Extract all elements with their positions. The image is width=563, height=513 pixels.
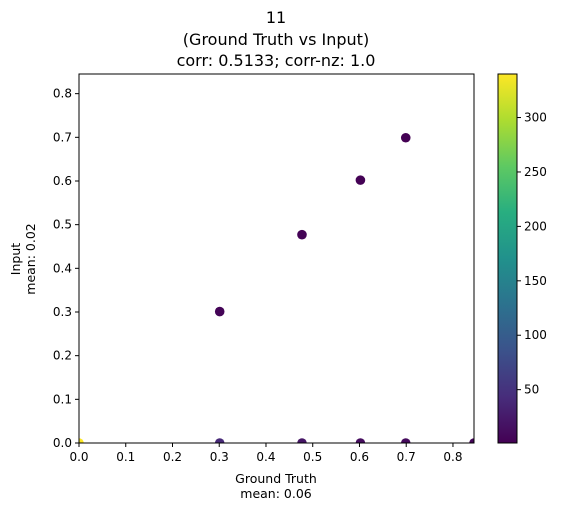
y-tick-label: 0.5 — [53, 218, 72, 232]
y-axis-label-line-2: mean: 0.02 — [23, 223, 38, 294]
title-line-2: (Ground Truth vs Input) — [183, 30, 369, 49]
colorbar-tick-label: 250 — [524, 165, 547, 179]
scatter-point — [297, 229, 307, 240]
x-axis-label-line-2: mean: 0.06 — [240, 486, 312, 501]
scatter-point — [355, 175, 366, 185]
chart-title: 11 (Ground Truth vs Input) corr: 0.5133;… — [177, 8, 376, 70]
x-tick-label: 0.8 — [443, 450, 462, 464]
scatter-point — [297, 438, 307, 443]
colorbar — [497, 73, 518, 444]
y-tick-label: 0.3 — [53, 305, 72, 319]
x-tick-label: 0.1 — [116, 450, 135, 464]
colorbar-tick-label: 50 — [524, 383, 539, 397]
y-axis-label: Input mean: 0.02 — [8, 223, 38, 294]
points-layer — [79, 132, 474, 443]
scatter-point — [355, 438, 366, 443]
colorbar-tick-label: 100 — [524, 328, 547, 342]
y-axis-label-line-1: Input — [8, 243, 23, 275]
y-axis: 0.0 0.1 0.2 0.3 0.4 0.5 0.6 0.7 0.8 — [53, 87, 79, 450]
x-tick-label: 0.3 — [210, 450, 229, 464]
title-line-1: 11 — [266, 8, 286, 27]
x-tick-label: 0.6 — [350, 450, 369, 464]
x-tick-label: 0.5 — [303, 450, 322, 464]
x-tick-label: 0.4 — [256, 450, 275, 464]
colorbar-ticks: 50 100 150 200 250 300 — [517, 111, 547, 397]
colorbar-tick-label: 300 — [524, 111, 547, 125]
x-axis-label: Ground Truth mean: 0.06 — [235, 471, 317, 501]
x-axis-label-line-1: Ground Truth — [235, 471, 317, 486]
title-line-3: corr: 0.5133; corr-nz: 1.0 — [177, 51, 376, 70]
y-tick-label: 0.6 — [53, 174, 72, 188]
scatter-point — [469, 438, 474, 443]
x-axis: 0.0 0.1 0.2 0.3 0.4 0.5 0.6 0.7 0.8 — [69, 443, 463, 464]
plot-frame — [78, 73, 475, 444]
scatter-point — [400, 438, 411, 443]
y-tick-label: 0.8 — [53, 87, 72, 101]
y-tick-label: 0.2 — [53, 349, 72, 363]
y-tick-label: 0.0 — [53, 436, 72, 450]
scatter-point — [214, 438, 225, 443]
x-tick-label: 0.2 — [163, 450, 182, 464]
plot-area — [79, 74, 474, 443]
y-tick-label: 0.7 — [53, 130, 72, 144]
y-tick-label: 0.1 — [53, 392, 72, 406]
colorbar-tick-label: 200 — [524, 219, 547, 233]
scatter-point — [400, 132, 411, 143]
colorbar-tick-label: 150 — [524, 274, 547, 288]
scatter-point — [214, 306, 225, 317]
x-tick-label: 0.7 — [397, 450, 416, 464]
y-tick-label: 0.4 — [53, 261, 72, 275]
x-tick-label: 0.0 — [69, 450, 88, 464]
scatter-point — [79, 438, 84, 443]
